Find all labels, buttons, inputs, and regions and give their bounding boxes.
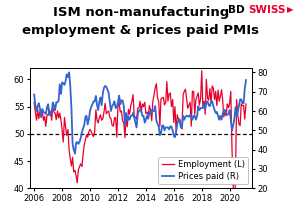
Text: ISM non-manufacturing: ISM non-manufacturing bbox=[53, 6, 229, 19]
Text: employment & prices paid PMIs: employment & prices paid PMIs bbox=[22, 24, 260, 37]
Text: SWISS: SWISS bbox=[248, 5, 286, 15]
Text: BD: BD bbox=[228, 5, 244, 15]
Legend: Employment (L), Prices paid (R): Employment (L), Prices paid (R) bbox=[158, 157, 248, 184]
Text: ▶: ▶ bbox=[286, 5, 293, 14]
